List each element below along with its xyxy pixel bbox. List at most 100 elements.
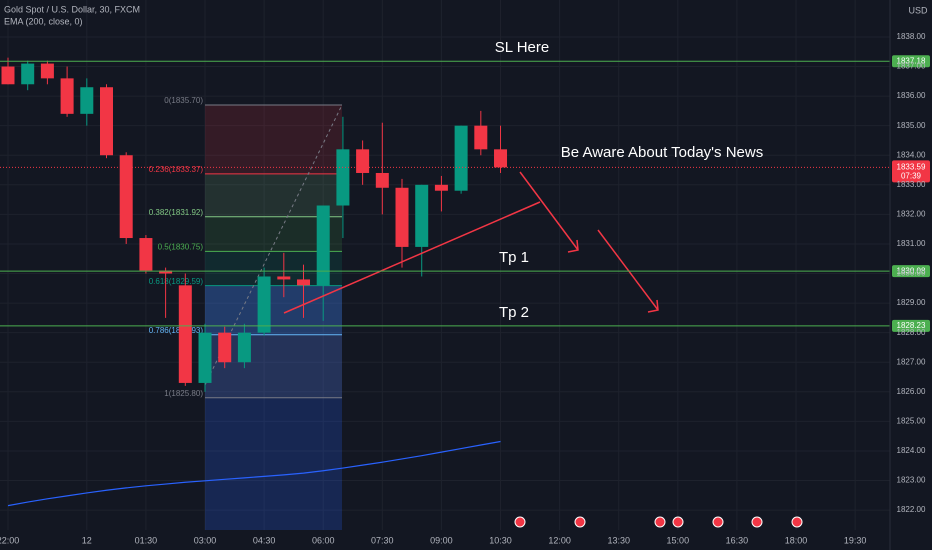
ema [7,440,501,507]
candle-body [434,184,448,191]
y-tick-label: 1833.00 [897,180,926,189]
event-icon[interactable] [712,516,724,528]
annotation: Be Aware About Today's News [561,144,763,161]
x-tick-label: 01:30 [135,535,158,545]
grid [0,0,890,530]
y-tick-label: 1834.00 [897,150,926,159]
fib-label: 0.382(1831.92) [149,208,204,217]
candle-body [139,238,153,271]
fib-label: 0.618(1829.59) [149,277,204,286]
x-tick-label: 10:30 [489,535,512,545]
x-tick-label: 22:00 [0,535,19,545]
candle-body [178,285,192,383]
fib-band [205,104,342,174]
y-tick-label: 1824.00 [897,446,926,455]
fib-label: 1(1825.80) [164,389,203,398]
y-tick-label: 1837.00 [897,62,926,71]
candle-body [80,87,94,114]
axes: 1822.00 1823.00 1824.00 1825.00 1826.00 1827.… [0,32,926,545]
price-tag [892,160,930,183]
candle-body [454,125,468,191]
candle-body [21,63,35,85]
price-tag-label: 1837.18 [897,56,926,65]
x-tick-label: 15:00 [667,535,690,545]
y-tick-label: 1823.00 [897,476,926,485]
price-tag [892,319,930,332]
x-tick-label: 13:30 [607,535,630,545]
annotation: Tp 1 [499,249,529,266]
event-icon[interactable] [791,516,803,528]
fib-trend-line [204,104,343,386]
y-tick-label: 1835.00 [897,121,926,130]
y-tick-label: 1828.00 [897,328,926,337]
candle-body [316,205,330,286]
price-tag [892,265,930,278]
position-box [205,286,342,530]
x-tick-label: 06:00 [312,535,335,545]
trend-line [283,201,541,314]
candle-body [198,332,212,383]
countdown-label: 07:39 [901,171,922,180]
candle-body [297,279,311,286]
price-tag-label: 1830.08 [897,266,926,275]
y-tick-label: 1836.00 [897,91,926,100]
current-price-label: 1833.59 [897,162,926,171]
annotation: Tp 2 [499,304,529,321]
chart-title: Gold Spot / U.S. Dollar, 30, FXCM [4,4,140,14]
fib-label: 0(1835.70) [164,96,203,105]
x-tick-label: 12:00 [548,535,571,545]
y-tick-label: 1829.00 [897,298,926,307]
price-tag-label: 1828.23 [897,321,926,330]
candle-body [40,63,54,79]
y-tick-label: 1831.00 [897,239,926,248]
price-tag [892,55,930,68]
currency-button[interactable]: USD [908,5,928,15]
event-icon[interactable] [574,516,586,528]
candle-body [60,78,74,114]
drawings [283,171,659,314]
x-tick-label: 09:00 [430,535,453,545]
candle-body [159,270,173,274]
candle-body [474,125,488,150]
candle-body [277,276,291,280]
arrow [519,171,579,251]
x-tick-label: 12 [82,535,92,545]
candle-body [257,276,271,333]
candle-body [494,149,508,168]
y-tick-label: 1830.00 [897,269,926,278]
x-tick-label: 07:30 [371,535,394,545]
x-tick-label: 04:30 [253,535,276,545]
y-tick-label: 1832.00 [897,209,926,218]
arrow-head [567,239,579,253]
x-tick-label: 03:00 [194,535,217,545]
annotation: SL Here [495,39,549,56]
y-tick-label: 1822.00 [897,505,926,514]
fib-label: 0.5(1830.75) [158,242,204,251]
ema-line [7,440,501,507]
indicator-label: EMA (200, close, 0) [4,16,83,26]
candle-body [336,149,350,206]
fib-label: 0.236(1833.37) [149,165,204,174]
fib-band [205,285,342,335]
y-tick-label: 1825.00 [897,416,926,425]
y-tick-label: 1826.00 [897,387,926,396]
event-icon[interactable] [672,516,684,528]
event-icons [514,516,803,528]
candle-body [1,66,15,85]
event-icon[interactable] [751,516,763,528]
arrow [597,229,659,311]
candle-body [415,184,429,247]
candles [1,57,508,392]
event-icon[interactable] [654,516,666,528]
candle-body [100,87,114,156]
candle-body [395,187,409,247]
candle-body [237,332,251,363]
event-icon[interactable] [514,516,526,528]
x-tick-label: 16:30 [726,535,749,545]
y-tick-label: 1827.00 [897,357,926,366]
y-tick-label: 1838.00 [897,32,926,41]
